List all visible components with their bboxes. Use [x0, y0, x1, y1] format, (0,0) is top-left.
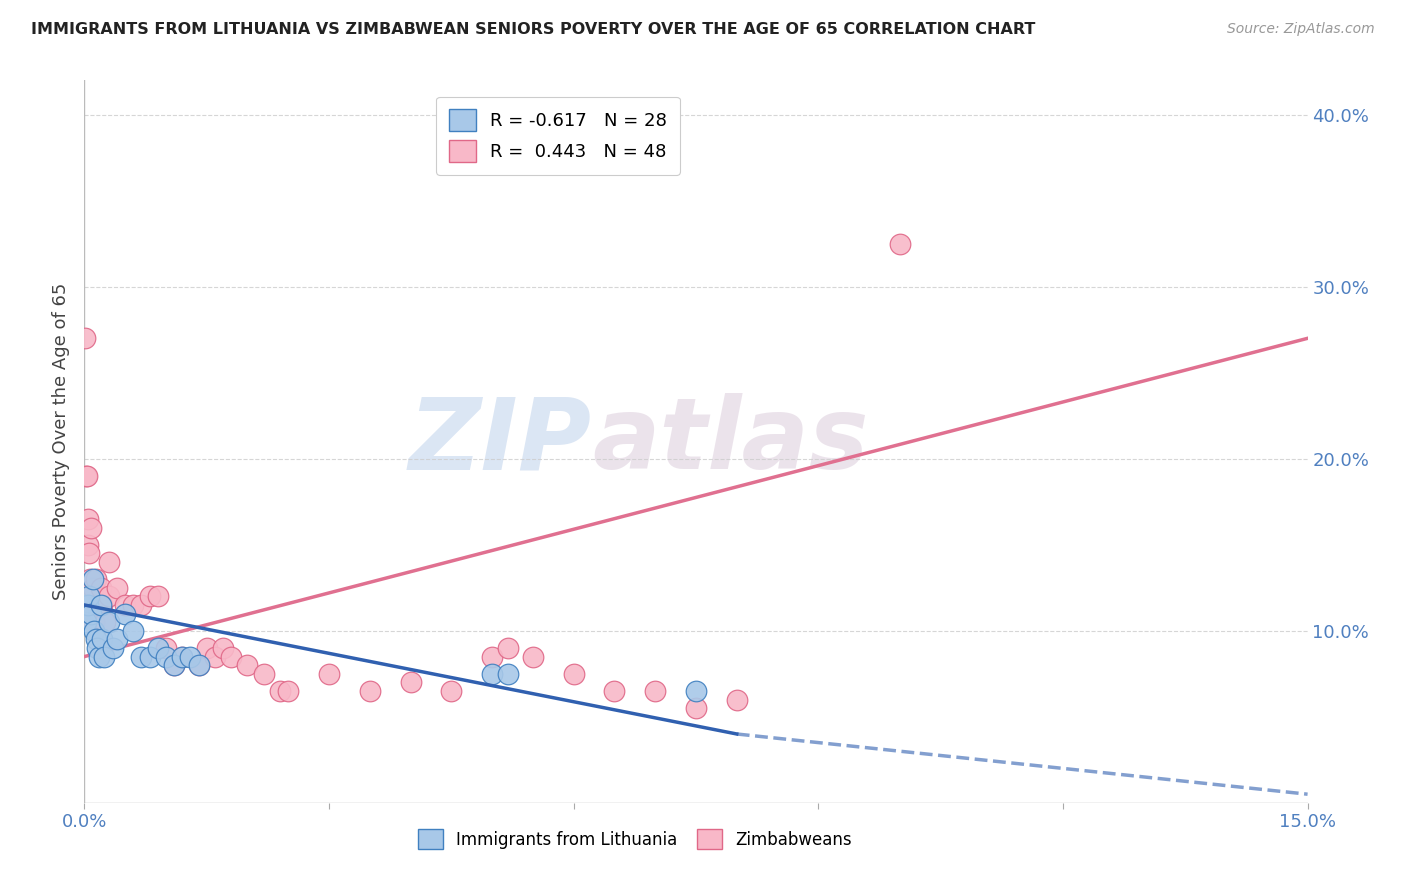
- Point: [91, 598, 114, 612]
- Point: [498, 666, 520, 681]
- Point: [97, 555, 120, 569]
- Point: [146, 590, 169, 604]
- Point: [122, 624, 145, 638]
- Point: [75, 469, 97, 483]
- Point: [725, 692, 748, 706]
- Point: [86, 640, 108, 655]
- Point: [163, 658, 186, 673]
- Point: [253, 666, 276, 681]
- Point: [105, 632, 128, 647]
- Point: [318, 666, 340, 681]
- Point: [440, 684, 463, 698]
- Point: [91, 632, 114, 647]
- Point: [114, 607, 136, 621]
- Point: [83, 624, 105, 638]
- Point: [889, 236, 911, 251]
- Point: [90, 598, 112, 612]
- Point: [76, 598, 98, 612]
- Point: [76, 469, 98, 483]
- Point: [131, 598, 153, 612]
- Point: [82, 572, 104, 586]
- Point: [80, 607, 103, 621]
- Point: [77, 538, 100, 552]
- Point: [105, 581, 128, 595]
- Point: [87, 649, 110, 664]
- Point: [86, 598, 108, 612]
- Point: [498, 640, 520, 655]
- Point: [212, 640, 235, 655]
- Point: [79, 572, 101, 586]
- Point: [269, 684, 291, 698]
- Point: [187, 658, 209, 673]
- Point: [562, 666, 585, 681]
- Point: [277, 684, 299, 698]
- Point: [84, 572, 107, 586]
- Point: [359, 684, 381, 698]
- Point: [80, 520, 103, 534]
- Text: ZIP: ZIP: [409, 393, 592, 490]
- Point: [685, 684, 707, 698]
- Point: [644, 684, 666, 698]
- Point: [97, 590, 120, 604]
- Point: [122, 598, 145, 612]
- Point: [522, 649, 544, 664]
- Point: [219, 649, 242, 664]
- Point: [90, 581, 112, 595]
- Point: [82, 581, 104, 595]
- Text: atlas: atlas: [592, 393, 869, 490]
- Point: [84, 632, 107, 647]
- Point: [146, 640, 169, 655]
- Point: [114, 598, 136, 612]
- Point: [204, 649, 226, 664]
- Point: [195, 640, 218, 655]
- Point: [155, 649, 177, 664]
- Point: [603, 684, 626, 698]
- Point: [75, 615, 97, 630]
- Point: [685, 701, 707, 715]
- Point: [187, 658, 209, 673]
- Point: [75, 331, 97, 345]
- Point: [131, 649, 153, 664]
- Text: IMMIGRANTS FROM LITHUANIA VS ZIMBABWEAN SENIORS POVERTY OVER THE AGE OF 65 CORRE: IMMIGRANTS FROM LITHUANIA VS ZIMBABWEAN …: [31, 22, 1035, 37]
- Point: [179, 649, 201, 664]
- Point: [481, 666, 503, 681]
- Point: [138, 649, 160, 664]
- Point: [77, 546, 100, 560]
- Legend: Immigrants from Lithuania, Zimbabweans: Immigrants from Lithuania, Zimbabweans: [411, 822, 859, 856]
- Point: [172, 649, 194, 664]
- Point: [93, 649, 115, 664]
- Point: [101, 640, 124, 655]
- Point: [399, 675, 422, 690]
- Point: [93, 615, 115, 630]
- Point: [83, 615, 105, 630]
- Point: [236, 658, 259, 673]
- Point: [77, 590, 100, 604]
- Y-axis label: Seniors Poverty Over the Age of 65: Seniors Poverty Over the Age of 65: [52, 283, 70, 600]
- Point: [163, 658, 186, 673]
- Text: Source: ZipAtlas.com: Source: ZipAtlas.com: [1227, 22, 1375, 37]
- Point: [155, 640, 177, 655]
- Point: [481, 649, 503, 664]
- Point: [97, 615, 120, 630]
- Point: [138, 590, 160, 604]
- Point: [172, 649, 194, 664]
- Point: [76, 512, 98, 526]
